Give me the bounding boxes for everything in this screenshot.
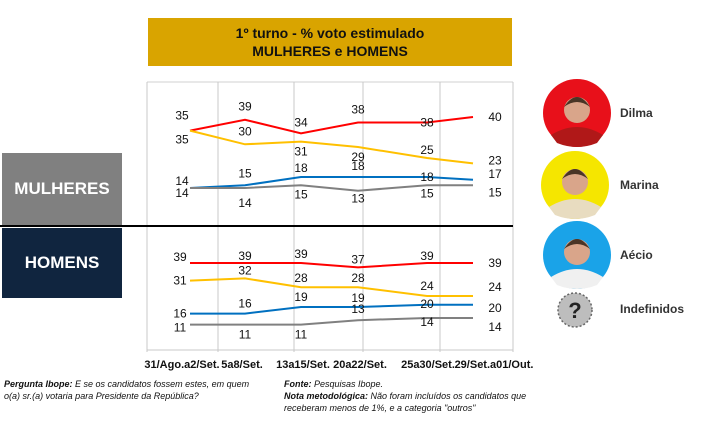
data-label: 19 (351, 291, 365, 305)
data-label: 14 (175, 186, 189, 200)
data-label: 28 (351, 271, 365, 285)
hair-shape (564, 239, 590, 249)
data-label: 17 (488, 167, 502, 181)
face-shape (562, 169, 588, 195)
data-label: 16 (173, 307, 187, 321)
data-label: 30 (238, 124, 252, 138)
data-label: 37 (351, 252, 365, 266)
data-label: 14 (238, 196, 252, 210)
data-label: 28 (294, 271, 308, 285)
data-label: 31 (173, 274, 187, 288)
data-label: 38 (351, 102, 365, 116)
question-label: Pergunta Ibope: (4, 379, 73, 389)
segment-women-label: MULHERES (2, 153, 122, 225)
data-label: 39 (488, 256, 502, 270)
data-label: 13 (351, 302, 365, 316)
data-label: 39 (420, 249, 434, 263)
x-tick-label: 31/Ago.a2/Set. (144, 359, 219, 371)
x-tick-label: 25a30/Set. (401, 359, 455, 371)
data-label: 19 (294, 290, 308, 304)
data-label: 39 (238, 249, 252, 263)
shoulders-shape (551, 269, 603, 289)
data-label: 18 (294, 161, 308, 175)
data-label: 23 (488, 153, 502, 167)
women-line-indefinidos (190, 184, 473, 192)
note-label: Nota metodológica: (284, 391, 369, 401)
footer-source: Fonte: Pesquisas Ibope. Nota metodológic… (284, 378, 540, 414)
data-label: 20 (488, 301, 502, 315)
data-label: 14 (488, 320, 502, 334)
data-label: 35 (175, 109, 189, 123)
data-label: 35 (175, 133, 189, 147)
data-label: 11 (239, 328, 252, 342)
question-mark-glyph: ? (568, 298, 581, 323)
data-label: 25 (420, 143, 434, 157)
x-tick-label: 13a15/Set. (276, 359, 330, 371)
men-line-marina (189, 277, 473, 297)
data-label: 15 (420, 186, 434, 200)
chart-title: 1º turno - % voto estimulado MULHERES e … (148, 18, 512, 66)
data-label: 11 (295, 328, 308, 342)
data-label: 38 (420, 115, 434, 129)
men-line-aécio (190, 303, 473, 315)
data-label: 34 (294, 115, 308, 129)
title-line-1: 1º turno - % voto estimulado (235, 25, 425, 41)
question-text: E se os candidatos fossem estes, em quem… (4, 379, 250, 401)
data-label: 18 (351, 159, 365, 173)
legend-aecio: Aécio (620, 248, 653, 262)
men-line-indefinidos (190, 317, 473, 326)
data-label: 39 (294, 247, 308, 261)
hair-shape (564, 97, 590, 107)
data-label: 32 (238, 263, 252, 277)
segment-men-label: HOMENS (2, 228, 122, 298)
men-line-dilma (190, 262, 473, 269)
data-label: 20 (420, 297, 434, 311)
data-label: 15 (294, 187, 308, 201)
note-text: Não foram incluídos os candidatos que re… (284, 391, 527, 413)
data-label: 13 (351, 192, 365, 206)
x-tick-label: 5a8/Set. (221, 359, 263, 371)
face-shape (564, 239, 590, 265)
women-line-aécio (189, 176, 474, 189)
source-text: Pesquisas Ibope. (314, 379, 384, 389)
shoulders-shape (549, 199, 601, 219)
data-label: 14 (420, 315, 434, 329)
data-label: 15 (488, 185, 502, 199)
hair-shape (562, 169, 588, 179)
data-label: 24 (488, 280, 502, 294)
title-line-2: MULHERES e HOMENS (252, 43, 408, 59)
legend-indefinidos: Indefinidos (620, 302, 684, 316)
legend-dilma: Dilma (620, 106, 653, 120)
women-line-dilma (189, 116, 474, 135)
legend-marina: Marina (620, 178, 659, 192)
data-label: 24 (420, 279, 434, 293)
women-line-marina (189, 129, 474, 165)
data-label: 18 (420, 170, 434, 184)
face-shape (564, 97, 590, 123)
data-label: 39 (173, 250, 187, 264)
data-label: 39 (238, 100, 252, 114)
data-label: 16 (238, 297, 252, 311)
data-label: 14 (175, 174, 189, 188)
data-label: 29 (351, 150, 365, 164)
data-label: 11 (174, 321, 187, 335)
x-tick-label: 20a22/Set. (333, 359, 387, 371)
x-tick-label: 29/Set.a01/Out. (455, 359, 534, 371)
data-label: 31 (294, 145, 308, 159)
source-label: Fonte: (284, 379, 312, 389)
question-mark-icon (557, 292, 593, 328)
data-label: 15 (238, 166, 252, 180)
footer-question: Pergunta Ibope: E se os candidatos fosse… (4, 378, 264, 402)
data-label: 40 (488, 110, 502, 124)
shoulders-shape (551, 127, 603, 147)
